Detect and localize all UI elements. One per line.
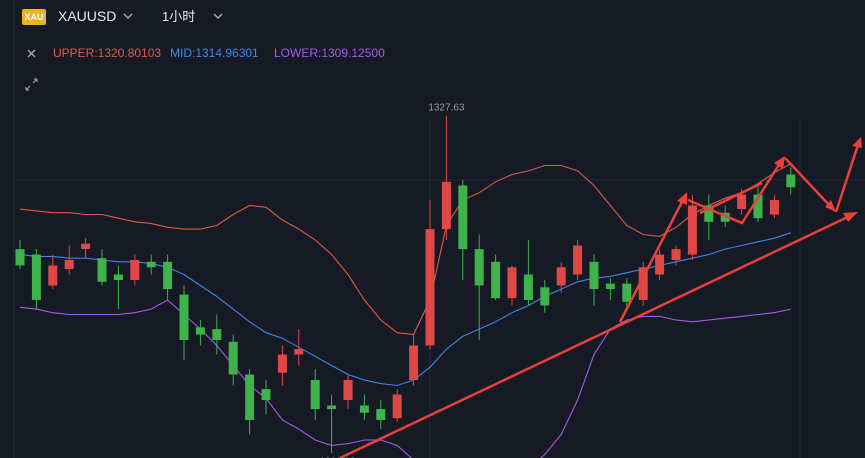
candle-body [392, 394, 402, 419]
candle-body [261, 389, 271, 400]
candle-body [458, 185, 468, 250]
candle-body [523, 274, 533, 300]
candle-body [376, 409, 386, 420]
candle-body [720, 212, 730, 222]
legend-entry: LOWER:1309.12500 [274, 46, 385, 60]
candle-body [212, 329, 222, 340]
candle-body [310, 380, 320, 410]
header: XAU XAUUSD 1小时 [22, 8, 223, 91]
candle-body [113, 274, 123, 280]
candle-body [786, 174, 796, 188]
chevron[interactable] [123, 13, 133, 19]
candle-body [179, 294, 189, 340]
high-label: 1327.63 [428, 102, 465, 113]
candle-body [704, 205, 714, 222]
candle-body [409, 345, 419, 380]
low-label: 1309.08 [320, 457, 357, 458]
timeframe[interactable]: 1小时 [162, 9, 195, 24]
candle-body [277, 354, 287, 373]
candle-body [441, 181, 451, 230]
candle-body [671, 249, 681, 260]
candle-body [540, 287, 550, 306]
chevron[interactable] [213, 13, 223, 19]
candle-body [622, 283, 632, 302]
symbol-icon-bg [22, 9, 46, 25]
candle-body [31, 254, 41, 300]
candle-body [655, 254, 665, 275]
symbol-icon: XAU [24, 12, 43, 22]
symbol[interactable]: XAUUSD [58, 8, 116, 24]
candle-body [15, 249, 25, 266]
candle-body [507, 267, 517, 299]
candle-body [573, 245, 583, 275]
candle-body [737, 194, 747, 210]
candle-body [589, 261, 599, 290]
candle-body [48, 265, 58, 286]
candle-body [638, 267, 648, 300]
close-indicator[interactable] [27, 49, 36, 58]
candle-body [97, 258, 107, 282]
plot [15, 115, 796, 458]
candle-body [64, 260, 74, 270]
legend-entry: MID:1314.96301 [170, 46, 259, 60]
candle-body [195, 327, 205, 335]
candle-body [343, 380, 353, 400]
candle-body [130, 260, 140, 280]
candle-body [687, 205, 697, 255]
candle-body [425, 229, 435, 346]
candle-body [327, 405, 337, 410]
candle-body [556, 267, 566, 286]
candle-body [359, 405, 369, 413]
candle-body [245, 374, 255, 420]
expand-icon[interactable] [25, 78, 38, 91]
band-line [19, 299, 791, 458]
candle-body [163, 261, 173, 290]
candle-body [146, 261, 156, 268]
candle-body [228, 341, 238, 375]
candle-body [474, 249, 484, 286]
annotations [339, 137, 862, 458]
candle-body [769, 200, 779, 215]
candle-body [753, 194, 763, 219]
band-line [19, 163, 792, 336]
legend-entry: UPPER:1320.80103 [53, 46, 161, 60]
candle-body [491, 261, 501, 299]
candle-body [294, 349, 304, 355]
candle-body [81, 243, 91, 250]
candle-body [605, 283, 615, 290]
